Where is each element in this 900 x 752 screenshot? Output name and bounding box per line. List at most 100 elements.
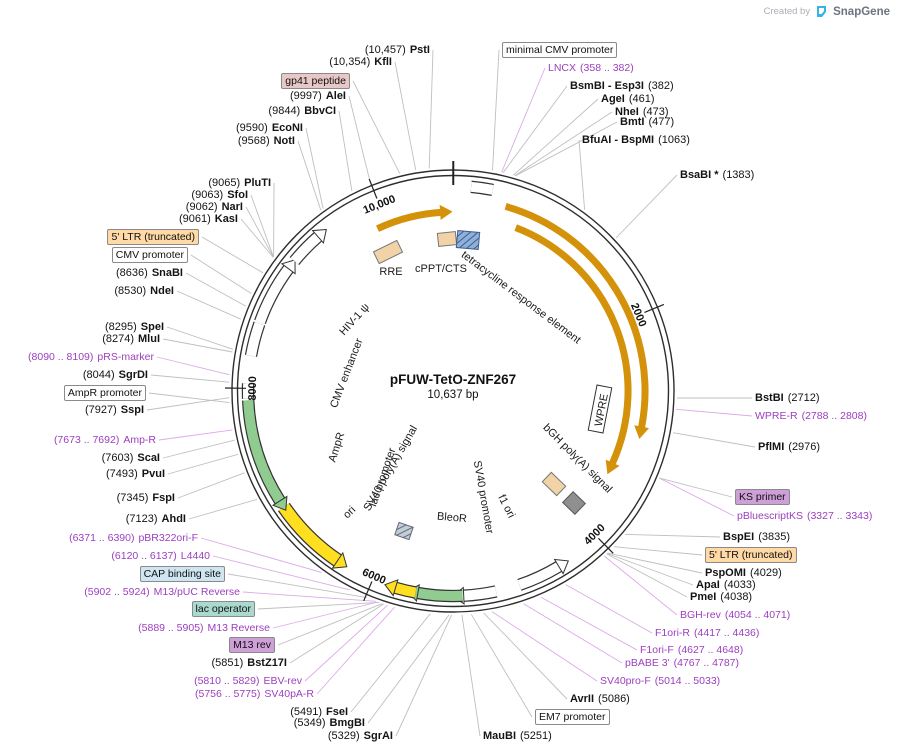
label-m13-reverse[interactable]: (5889 .. 5905) M13 Reverse [138,622,270,634]
label-amp-r[interactable]: (7673 .. 7692) Amp-R [54,434,156,446]
leader-sspi [146,397,230,411]
label-avrii[interactable]: AvrII (5086) [570,693,630,705]
bgh-polya-glyph[interactable] [541,471,567,497]
sv40-promoter-glyph[interactable] [463,586,498,601]
label-ebv-rev[interactable]: (5810 .. 5829) EBV-rev [194,675,302,687]
label-ahdi[interactable]: (7123) AhdI [126,513,186,525]
label-prs-marker[interactable]: (8090 .. 8109) pRS-marker [28,351,154,363]
feature-label-sv40polya[interactable]: SV40 poly(A) signal [361,424,420,514]
label-wpre-r[interactable]: WPRE-R (2788 .. 2808) [755,410,867,422]
cppt-cts-glyph[interactable] [436,231,458,247]
znf267-cds-arc[interactable] [514,224,632,465]
feature-label-f1ori[interactable]: f1 ori [495,493,517,520]
label-pluti[interactable]: (9065) PluTI [208,177,271,189]
ltr5-truncated-glyph[interactable] [255,265,293,324]
label-kasi[interactable]: (9061) KasI [179,213,238,225]
label-sgrdi[interactable]: (8044) SgrDI [83,369,148,381]
label-cap-binding-site[interactable]: CAP binding site [139,566,225,582]
label-bgh-rev[interactable]: BGH-rev (4054 .. 4071) [680,609,790,621]
feature-label-hiv1psi[interactable]: HIV-1 ψ [337,301,372,338]
label-pbabe-3[interactable]: pBABE 3' (4767 .. 4787) [625,657,739,669]
feature-label-cppt[interactable]: cPPT/CTS [415,263,467,275]
plasmid-title: pFUW-TetO-ZNF267 10,637 bp [390,372,516,401]
minimal-cmv-promoter-glyph[interactable] [470,181,494,195]
label-econi[interactable]: (9590) EcoNI [236,122,303,134]
label-bspei[interactable]: BspEI (3835) [723,531,790,543]
label-bmgbi[interactable]: (5349) BmgBI [294,717,365,729]
label-em7-promo-ter[interactable]: EM7 promo­ter [535,709,610,725]
label-pspomi[interactable]: PspOMI (4029) [705,567,782,579]
label-bsabi[interactable]: BsaBI * (1383) [680,169,754,181]
feature-label-cmvenh[interactable]: CMV enhancer [328,337,366,410]
label-sv40pro-f[interactable]: SV40pro-F (5014 .. 5033) [600,675,720,687]
feature-label-sv40prom[interactable]: SV40 promoter [471,460,496,535]
ampr-cds-glyph[interactable] [243,400,285,504]
label-snabi[interactable]: (8636) SnaBI [116,267,183,279]
label-pbr322ori-f[interactable]: (6371 .. 6390) pBR322ori-F [69,532,198,544]
feature-label-bleor[interactable]: BleoR [436,511,467,526]
label-nari[interactable]: (9062) NarI [186,201,243,213]
label-sv40pa-r[interactable]: (5756 .. 5775) SV40pA-R [195,688,314,700]
label-bstz17i[interactable]: (5851) BstZ17I [211,657,287,669]
label-pvui[interactable]: (7493) PvuI [106,468,165,480]
tet-znf267-transcript-arc[interactable] [504,203,649,428]
label-bfuai-bspmi[interactable]: BfuAI - BspMI (1063) [582,134,690,146]
label-lac-operator[interactable]: lac operator [191,601,255,617]
label-m13-puc-reverse[interactable]: (5902 .. 5924) M13/pUC Reverse [84,586,240,598]
feature-label-ampr[interactable]: AmpR [326,431,347,464]
rre-glyph[interactable] [372,239,404,265]
label-bbvci[interactable]: (9844) BbvCI [268,105,336,117]
label-psti[interactable]: (10,457) PstI [365,44,430,56]
label-fsei[interactable]: (5491) FseI [290,706,348,718]
label-ampr-promoter[interactable]: AmpR promoter [63,385,146,401]
label-bmti[interactable]: BmtI (477) [620,116,674,128]
label-minimal-cmv-promoter[interactable]: minimal CMV promoter [502,42,618,58]
snapgene-brand[interactable]: SnapGene [833,5,890,18]
label-bstbi[interactable]: BstBI (2712) [755,392,820,404]
feature-label-tre[interactable]: tetracycline response element [459,249,583,347]
cmv-enhancer-glyph[interactable] [246,321,265,357]
sv40-polya-glyph[interactable] [394,582,417,598]
label-sspi[interactable]: (7927) SspI [85,404,144,416]
label-m13-rev[interactable]: M13 rev [229,637,275,653]
feature-box-label: gp41 peptide [281,73,350,89]
label-name: SspI [120,404,144,416]
label-lncx[interactable]: LNCX (358 .. 382) [548,62,634,74]
label-f1ori-f[interactable]: F1ori-F (4627 .. 4648) [640,644,743,656]
label-ks-primer[interactable]: KS primer [735,489,790,505]
label-pbluescriptks[interactable]: pBluescriptKS (3327 .. 3343) [737,510,872,522]
label-mlui[interactable]: (8274) MluI [102,333,160,345]
bleor-cds-glyph[interactable] [417,588,463,602]
ori-glyph[interactable] [278,503,342,566]
label-maubi[interactable]: MauBI (5251) [483,730,552,742]
wpre-glyph[interactable] [587,384,613,434]
label-kfli[interactable]: (10,354) KflI [329,56,392,68]
label-spei[interactable]: (8295) SpeI [105,321,164,333]
feature-label-ori[interactable]: ori [341,504,358,521]
label-noti[interactable]: (9568) NotI [238,135,295,147]
label-alei[interactable]: (9997) AleI [290,90,346,102]
label-gp41-peptide[interactable]: gp41 peptide [281,73,350,89]
label-apai[interactable]: ApaI (4033) [696,579,756,591]
label-nhei[interactable]: NheI (473) [615,106,669,118]
feature-label-rre[interactable]: RRE [379,266,402,278]
label-bsmbi-esp3i[interactable]: BsmBI - Esp3I (382) [570,80,674,92]
label-sgrai[interactable]: (5329) SgrAI [328,730,393,742]
label-pmei[interactable]: PmeI (4038) [690,591,752,603]
label-pflmi[interactable]: PflMI (2976) [758,441,820,453]
lac-promoter-glyph[interactable] [394,521,414,541]
label-agei[interactable]: AgeI (461) [601,93,655,105]
leader-m13-puc-reverse [242,591,376,602]
label-f1ori-r[interactable]: F1ori-R (4417 .. 4436) [655,627,759,639]
label-ndei[interactable]: (8530) NdeI [114,285,174,297]
label-5-ltr-truncated[interactable]: 5' LTR (truncated) [705,547,797,563]
label-l4440[interactable]: (6120 .. 6137) L4440 [111,550,210,562]
tet-response-element-glyph[interactable] [455,230,481,250]
label-cmv-promoter[interactable]: CMV promoter [111,247,188,263]
ltr3-truncated-glyph[interactable] [561,490,587,516]
label-fspi[interactable]: (7345) FspI [117,492,175,504]
label-scai[interactable]: (7603) ScaI [102,452,160,464]
label-5-ltr-truncated[interactable]: 5' LTR (truncated) [107,229,199,245]
gp41-peptide-arc[interactable] [376,208,441,232]
label-sfoi[interactable]: (9063) SfoI [191,189,248,201]
